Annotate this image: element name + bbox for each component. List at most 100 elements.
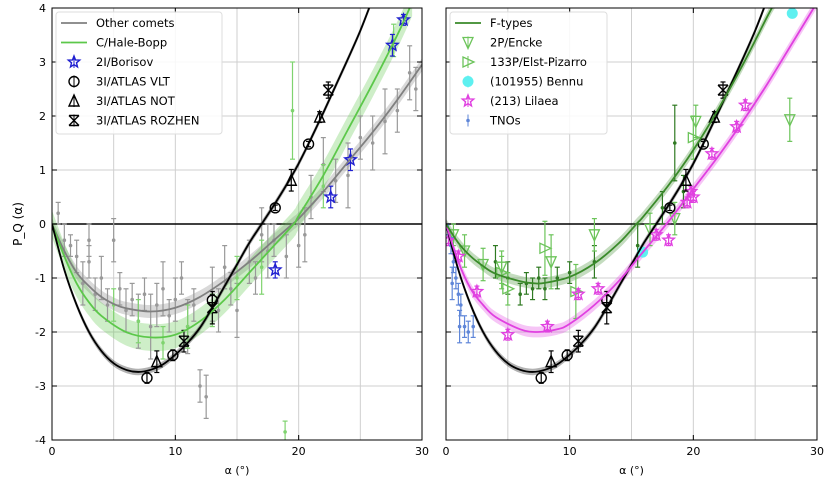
y-tick-label: 2 — [39, 110, 46, 123]
point-marker — [136, 319, 141, 324]
legend-label: TNOs — [489, 114, 521, 128]
legend: F-types 2P/Encke 133P/Elst-Pizarro (101955)… — [449, 11, 608, 135]
point-marker — [518, 292, 522, 297]
y-tick-label: -1 — [35, 272, 46, 285]
point-marker — [87, 260, 91, 264]
x-tick-label: 30 — [810, 445, 824, 458]
point-marker — [204, 395, 208, 399]
point-marker — [68, 243, 73, 248]
point-marker — [383, 119, 387, 124]
legend-item: F-types — [455, 16, 532, 30]
point-marker — [56, 211, 60, 215]
filled-circle-marker — [786, 8, 798, 19]
star-marker — [66, 54, 82, 69]
error-bar — [693, 104, 699, 139]
point-marker — [148, 324, 153, 329]
point-marker — [111, 238, 116, 242]
point-marker — [536, 276, 541, 280]
point-marker — [155, 303, 159, 307]
point-marker — [358, 135, 363, 140]
triangle-marker — [67, 93, 81, 107]
x-marker — [68, 114, 80, 127]
y-tick-label: 0 — [39, 218, 46, 231]
point-marker — [672, 141, 677, 145]
y-axis-label: P_Q (α) — [11, 202, 25, 246]
legend-label: 2P/Encke — [490, 36, 542, 50]
y-tick-label: 4 — [39, 2, 46, 15]
fit-curve — [446, 8, 773, 285]
point-marker — [296, 243, 301, 248]
star-marker — [342, 151, 359, 167]
star-marker — [661, 232, 677, 247]
point-marker — [555, 276, 560, 280]
triangle-right-marker — [462, 55, 476, 69]
plot-area — [52, 8, 422, 440]
point-marker — [333, 179, 338, 183]
circle-marker — [302, 138, 315, 150]
x-axis-label: α (°) — [225, 464, 250, 477]
legend-label: (101955) Bennu — [490, 75, 583, 89]
right-panel: 0 10 20 30 α (°) F-types 2P/Encke 133P/Elst-Piz… — [443, 7, 824, 477]
point-marker — [87, 238, 91, 242]
triangle-down-marker — [458, 245, 471, 259]
y-tick-label: -4 — [35, 434, 46, 447]
point-marker — [451, 260, 456, 264]
y-tick-label: -3 — [35, 380, 46, 393]
triangle-down-marker — [588, 229, 601, 243]
error-bar — [787, 97, 793, 142]
point-marker — [198, 384, 202, 388]
circle-marker — [167, 349, 179, 361]
point-marker — [466, 118, 470, 123]
legend-label: 3I/ATLAS NOT — [96, 94, 176, 108]
fit-curve — [446, 8, 815, 333]
legend-label: 2I/Borisov — [96, 55, 153, 69]
star-marker — [460, 93, 476, 108]
point-marker — [105, 303, 110, 307]
point-marker — [635, 243, 640, 248]
point-marker — [450, 281, 454, 286]
x-marker — [178, 335, 190, 347]
point-marker — [530, 287, 535, 291]
triangle-right-marker — [687, 131, 701, 144]
legend-label: F-types — [490, 16, 532, 30]
legend-item: Other comets — [61, 16, 174, 30]
y-tick-label: 1 — [39, 164, 46, 177]
legend-label: 3I/ATLAS ROZHEN — [96, 114, 200, 128]
legend-item: 2I/Borisov — [66, 54, 153, 69]
filled-circle-marker — [462, 76, 474, 87]
triangle-down-marker — [461, 36, 475, 51]
fit-curve — [52, 8, 371, 373]
fit-curve — [446, 8, 765, 373]
circle-marker — [141, 372, 153, 384]
x-marker — [322, 84, 334, 96]
triangle-right-marker — [539, 242, 553, 255]
x-tick-label: 20 — [292, 445, 306, 458]
point-marker — [290, 108, 295, 113]
point-marker — [161, 287, 165, 291]
triangle-down-marker — [783, 114, 796, 128]
error-bar — [542, 220, 548, 276]
point-marker — [259, 265, 264, 270]
error-bar — [591, 218, 597, 252]
point-marker — [99, 276, 104, 280]
point-marker — [660, 206, 665, 210]
legend-item: 133P/Elst-Pizarro — [462, 55, 587, 69]
point-marker — [81, 281, 85, 286]
point-marker — [130, 297, 134, 302]
y-tick-label: -2 — [35, 326, 46, 339]
confidence-band — [52, 8, 413, 352]
point-marker — [395, 108, 400, 113]
x-marker — [717, 84, 729, 96]
x-tick-label: 20 — [686, 445, 700, 458]
point-marker — [471, 324, 476, 329]
point-marker — [462, 324, 467, 329]
fit-curve — [52, 8, 411, 339]
legend: Other comets C/Hale-Bopp 2I/Borisov 3I/ATLA… — [55, 11, 223, 135]
point-marker — [303, 233, 307, 237]
legend-label: Other comets — [96, 16, 174, 30]
point-marker — [229, 287, 233, 291]
point-marker — [370, 141, 375, 145]
point-marker — [142, 292, 147, 297]
legend-label: C/Hale-Bopp — [96, 36, 167, 50]
